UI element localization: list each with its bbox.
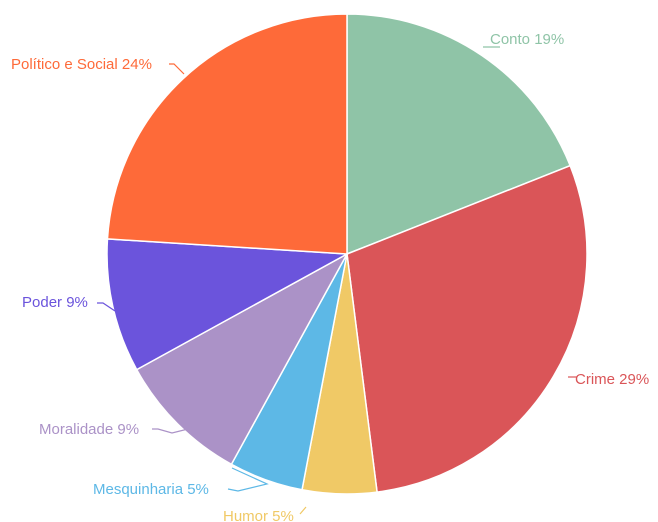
pie-slice-poder (106, 238, 350, 371)
slice-label-moralidade: Moralidade 9% (39, 421, 139, 438)
pie-slice-crime (346, 164, 588, 493)
pie-slice-conto (346, 13, 572, 256)
slice-label-mesquinharia: Mesquinharia 5% (93, 481, 209, 498)
slice-label-poder: Poder 9% (22, 294, 88, 311)
pie-slice-politico-e-social (106, 13, 348, 255)
slice-label-conto: Conto 19% (490, 31, 564, 48)
slice-label-humor: Humor 5% (223, 508, 294, 522)
leader-line-poder (97, 302, 116, 312)
leader-line-politico-e-social (169, 63, 185, 75)
leader-line-moralidade (152, 427, 193, 434)
leader-line-mesquinharia (227, 467, 269, 492)
slice-label-politico-e-social: Político e Social 24% (11, 56, 152, 73)
pie-slice-moralidade (135, 252, 349, 466)
leader-line-humor (299, 506, 307, 515)
slice-label-crime: Crime 29% (575, 371, 649, 388)
